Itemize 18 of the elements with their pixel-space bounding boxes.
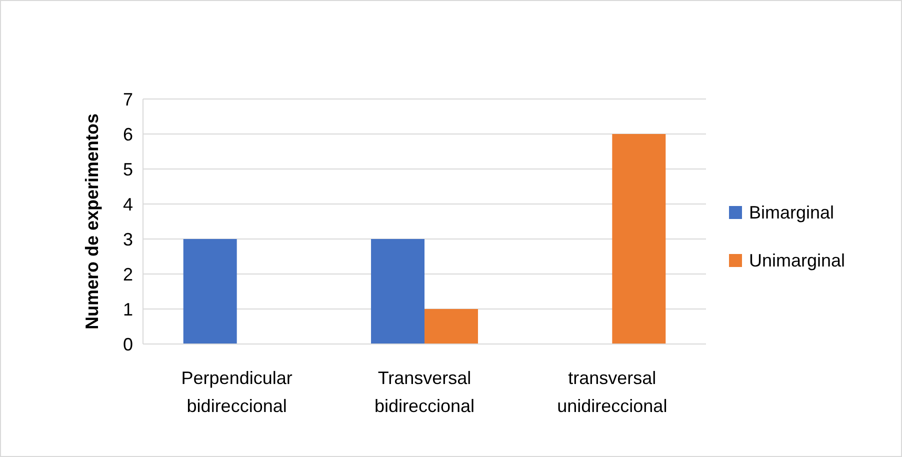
y-tick-label: 5 [122, 159, 133, 180]
x-tick-label: Perpendicular bidireccional [181, 368, 292, 416]
y-tick-label: 6 [122, 124, 133, 144]
y-tick-label: 3 [122, 229, 133, 250]
y-tick-label: 0 [122, 334, 133, 354]
y-tick-label: 2 [122, 264, 133, 284]
legend-label: Bimarginal [749, 202, 834, 222]
y-tick-label: 7 [122, 89, 133, 110]
bar [424, 309, 478, 344]
bar [612, 134, 666, 344]
bar [183, 239, 237, 344]
y-axis-title: Numero de experimentos [82, 113, 102, 330]
x-tick-label: Transversal bidireccional [374, 368, 475, 416]
y-tick-label: 4 [122, 194, 133, 214]
y-tick-label: 1 [122, 299, 133, 320]
x-tick-label: transversal unidireccional [557, 368, 668, 416]
legend-label: Unimarginal [749, 250, 846, 270]
bar [371, 239, 424, 344]
